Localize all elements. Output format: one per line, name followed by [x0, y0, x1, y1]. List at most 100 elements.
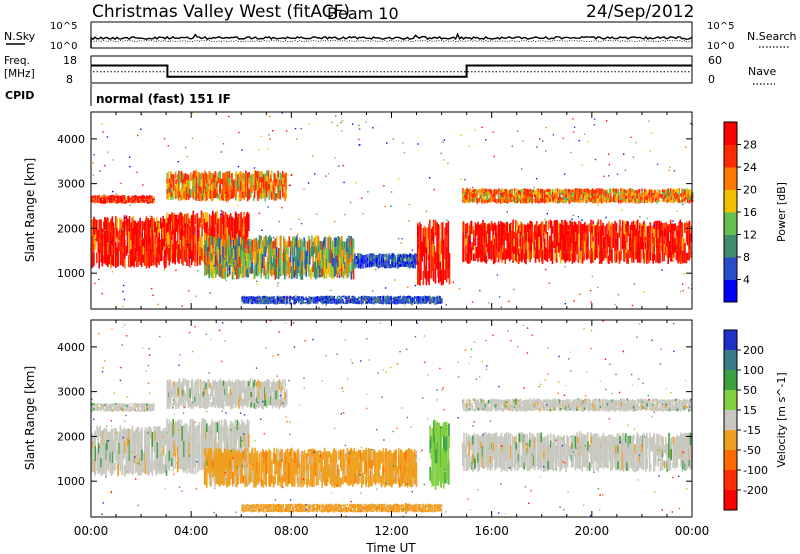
power-cell [620, 199, 622, 203]
power-cell [241, 297, 243, 300]
velocity-cell [161, 439, 163, 449]
power-cell [670, 194, 673, 198]
velocity-marks [91, 320, 693, 517]
power-cell [462, 196, 465, 200]
noise-panel: N.Sky 10^5 10^0 10^5 10^0 N.Search [4, 21, 797, 52]
power-speckle [668, 169, 670, 171]
power-cell [342, 295, 345, 298]
power-cell [623, 248, 626, 262]
power-cell [289, 295, 291, 298]
power-cell [258, 248, 261, 261]
velocity-cell [128, 405, 130, 408]
power-cell [512, 228, 514, 237]
power-speckle [584, 251, 586, 254]
power-cell [671, 238, 674, 247]
power-speckle [300, 222, 303, 225]
power-cell [187, 194, 190, 200]
velocity-cell [162, 437, 165, 447]
power-cell [691, 191, 694, 195]
power-cell [425, 302, 428, 304]
power-cell [671, 231, 674, 239]
power-cell [659, 253, 661, 264]
power-cell [551, 226, 554, 234]
power-cell [479, 246, 482, 254]
power-cell [178, 214, 180, 225]
power-cell [565, 190, 568, 195]
power-speckle [579, 293, 581, 295]
power-cell [669, 219, 672, 230]
power-cell [112, 200, 114, 203]
power-cell [419, 253, 421, 270]
power-cell [395, 262, 397, 267]
power-cell [648, 193, 651, 198]
power-speckle [344, 257, 346, 259]
power-cell [472, 194, 474, 199]
power-cell [365, 296, 367, 299]
power-cell [438, 268, 440, 284]
power-colorbar-label: 28 [743, 139, 757, 152]
power-cell [274, 173, 276, 183]
power-cell [151, 251, 154, 263]
power-cell [380, 299, 382, 302]
power-cell [196, 213, 199, 224]
power-cell [101, 228, 104, 242]
velocity-cell [138, 409, 140, 412]
power-cell [624, 198, 627, 204]
power-cell [206, 183, 208, 192]
power-cell [347, 263, 350, 278]
power-cell [182, 226, 184, 236]
power-cell [219, 238, 221, 252]
power-cell [651, 192, 653, 197]
power-colorbar-label: 8 [743, 251, 750, 264]
power-cell [278, 296, 280, 298]
power-cell [194, 193, 197, 201]
power-speckle [102, 131, 104, 133]
power-cell [417, 302, 420, 304]
power-cell [336, 299, 339, 302]
power-cell [333, 248, 335, 258]
power-cell [310, 296, 313, 300]
power-speckle [140, 128, 142, 130]
power-cell [569, 198, 572, 204]
power-cell [590, 219, 592, 229]
power-cell [143, 195, 146, 198]
power-cell [638, 189, 641, 193]
power-cell [417, 264, 419, 286]
power-speckle [522, 140, 524, 142]
velocity-cell [142, 452, 145, 463]
power-cell [344, 248, 346, 256]
power-cell [184, 223, 187, 233]
power-cell [611, 188, 614, 193]
power-cell [609, 188, 611, 192]
power-cell [366, 296, 368, 298]
power-cell [339, 239, 341, 249]
power-cell [549, 195, 552, 199]
power-cell [659, 193, 661, 198]
power-cell [205, 194, 207, 202]
power-cell [648, 197, 651, 202]
power-cell [255, 302, 257, 305]
power-speckle [465, 231, 467, 234]
power-cell [313, 298, 315, 300]
power-speckle [411, 304, 413, 306]
power-marks [91, 112, 694, 309]
power-cell [201, 189, 204, 195]
power-cell [261, 177, 264, 183]
power-cell [320, 298, 323, 301]
power-cell [690, 196, 692, 199]
power-cell [324, 302, 327, 305]
power-speckle [315, 213, 318, 215]
power-cell [520, 192, 522, 196]
power-speckle [272, 236, 275, 239]
power-cell [581, 223, 584, 232]
power-cell [669, 240, 672, 251]
power-cell [422, 242, 425, 257]
power-cell [368, 300, 370, 302]
power-cell [257, 296, 260, 299]
power-cell [215, 255, 217, 266]
power-cell [99, 201, 102, 204]
power-cell [578, 220, 580, 234]
power-cell [219, 178, 222, 186]
power-cell [317, 260, 320, 269]
power-cell [348, 236, 351, 244]
